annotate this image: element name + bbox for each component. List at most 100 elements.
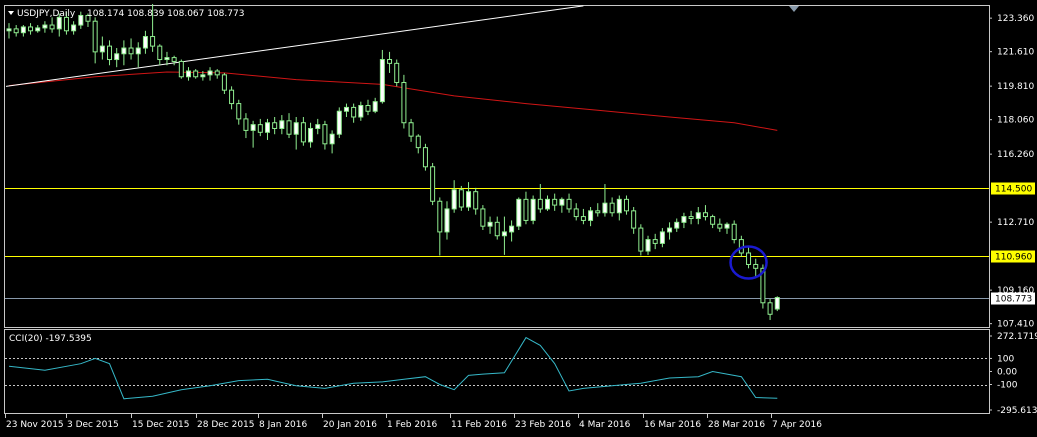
candle — [767, 298, 773, 321]
price-tick-label: 118.060 — [997, 116, 1034, 126]
price-tick-label: 116.260 — [997, 150, 1034, 160]
candle-body-bear — [767, 302, 773, 315]
cci-tick-label: -295.6136 — [997, 406, 1037, 416]
candle-body-bull — [501, 231, 507, 237]
candle — [107, 40, 113, 66]
candle-body-bear — [573, 208, 579, 218]
time-tick-label: 1 Feb 2016 — [387, 420, 438, 430]
candle-body-bull — [78, 14, 84, 26]
candle — [487, 216, 493, 234]
candle-body-bear — [365, 104, 371, 112]
candle-body-bear — [609, 202, 615, 214]
candle — [114, 48, 120, 68]
candle — [286, 113, 292, 139]
candle — [537, 184, 543, 213]
candle-body-bear — [401, 82, 407, 124]
candle — [85, 13, 91, 27]
candle — [329, 130, 335, 154]
cci-pane[interactable]: 272.1719 100 0.00 -100 -295.6136 CCI(20) -19… — [4, 329, 1037, 417]
candle-body-bear — [753, 263, 759, 269]
candle-body-bear — [257, 124, 263, 133]
candle-body-bear — [221, 74, 227, 91]
candle — [631, 207, 637, 234]
candle-body-bear — [415, 135, 421, 149]
candle-body-bull — [444, 208, 450, 233]
candle-body-bull — [343, 106, 349, 112]
candle — [178, 59, 184, 79]
candle-body-bear — [178, 60, 184, 78]
price-box-108.773 — [991, 292, 1035, 305]
candle — [602, 184, 608, 217]
candle — [430, 162, 436, 206]
candle-body-bear — [351, 106, 357, 118]
candle — [588, 207, 594, 227]
candle — [229, 86, 235, 110]
candle — [250, 120, 256, 148]
time-tick-label: 11 Feb 2016 — [451, 420, 507, 430]
candle — [279, 115, 285, 135]
candle — [186, 67, 191, 81]
candle — [49, 17, 55, 33]
candle — [243, 113, 249, 139]
candle-body-bull — [616, 198, 622, 214]
candle-body-bear — [731, 223, 737, 241]
trendline — [5, 5, 584, 87]
candle — [494, 216, 500, 240]
trendline-segment — [5, 5, 584, 87]
candle-body-bull — [135, 47, 141, 55]
candle — [422, 143, 428, 171]
candle-body-bull — [530, 198, 536, 221]
price-box-110.960 — [991, 250, 1035, 263]
candle-body-bear — [458, 189, 464, 208]
candle-body-bear — [552, 198, 558, 206]
time-tick-label: 28 Dec 2015 — [197, 420, 255, 430]
candle-body-bull — [164, 57, 170, 61]
candle — [236, 99, 242, 125]
candle — [293, 116, 299, 150]
candle-body-bear — [300, 122, 306, 143]
candle-body-bull — [358, 104, 364, 118]
candle — [480, 205, 486, 230]
candle-body-bull — [20, 26, 26, 34]
candle-body-bull — [674, 221, 680, 229]
candle — [20, 25, 26, 37]
candle-body-bull — [372, 101, 378, 112]
candle — [509, 220, 515, 242]
candle — [358, 101, 364, 121]
price-tick-label: 123.360 — [997, 14, 1034, 24]
candle — [63, 11, 69, 35]
candle — [272, 116, 278, 135]
candle — [746, 247, 752, 269]
chart-shift-marker-icon[interactable] — [789, 6, 799, 12]
candle-body-bull — [602, 202, 608, 214]
price-axis-highlights: 114.500 110.960 108.773 — [991, 182, 1035, 305]
candle — [774, 296, 780, 312]
candle-body-bull — [667, 227, 673, 233]
candle-body-bull — [264, 122, 270, 133]
candle — [717, 218, 723, 232]
candle — [343, 103, 349, 117]
candle — [652, 233, 658, 250]
candle-body-bear — [171, 57, 177, 62]
candle-body-bear — [652, 239, 658, 244]
moving-average — [8, 71, 778, 131]
candle — [365, 99, 371, 116]
candle-body-bear — [623, 198, 629, 212]
price-pane[interactable]: 123.360 121.610 119.810 118.060 116.260 112.7… — [4, 3, 1036, 330]
candle — [221, 72, 227, 95]
candle-body-bull — [35, 27, 41, 32]
cci-tick-label: 272.1719 — [997, 332, 1037, 342]
price-box-label: 110.960 — [995, 253, 1032, 263]
time-axis: 23 Nov 2015 3 Dec 2015 15 Dec 2015 28 Dec 2… — [5, 414, 822, 430]
candle-body-bear — [63, 16, 69, 32]
candle-body-bull — [516, 198, 522, 227]
candle-body-bull — [379, 59, 385, 103]
chart-menu-icon[interactable] — [8, 11, 14, 15]
candle-body-bear — [631, 210, 637, 229]
candle — [609, 197, 615, 217]
candle-body-bull — [121, 47, 127, 55]
candlesticks — [6, 3, 780, 321]
time-tick-label: 15 Dec 2015 — [132, 420, 190, 430]
cci-axis: 272.1719 100 0.00 -100 -295.6136 — [989, 332, 1037, 416]
